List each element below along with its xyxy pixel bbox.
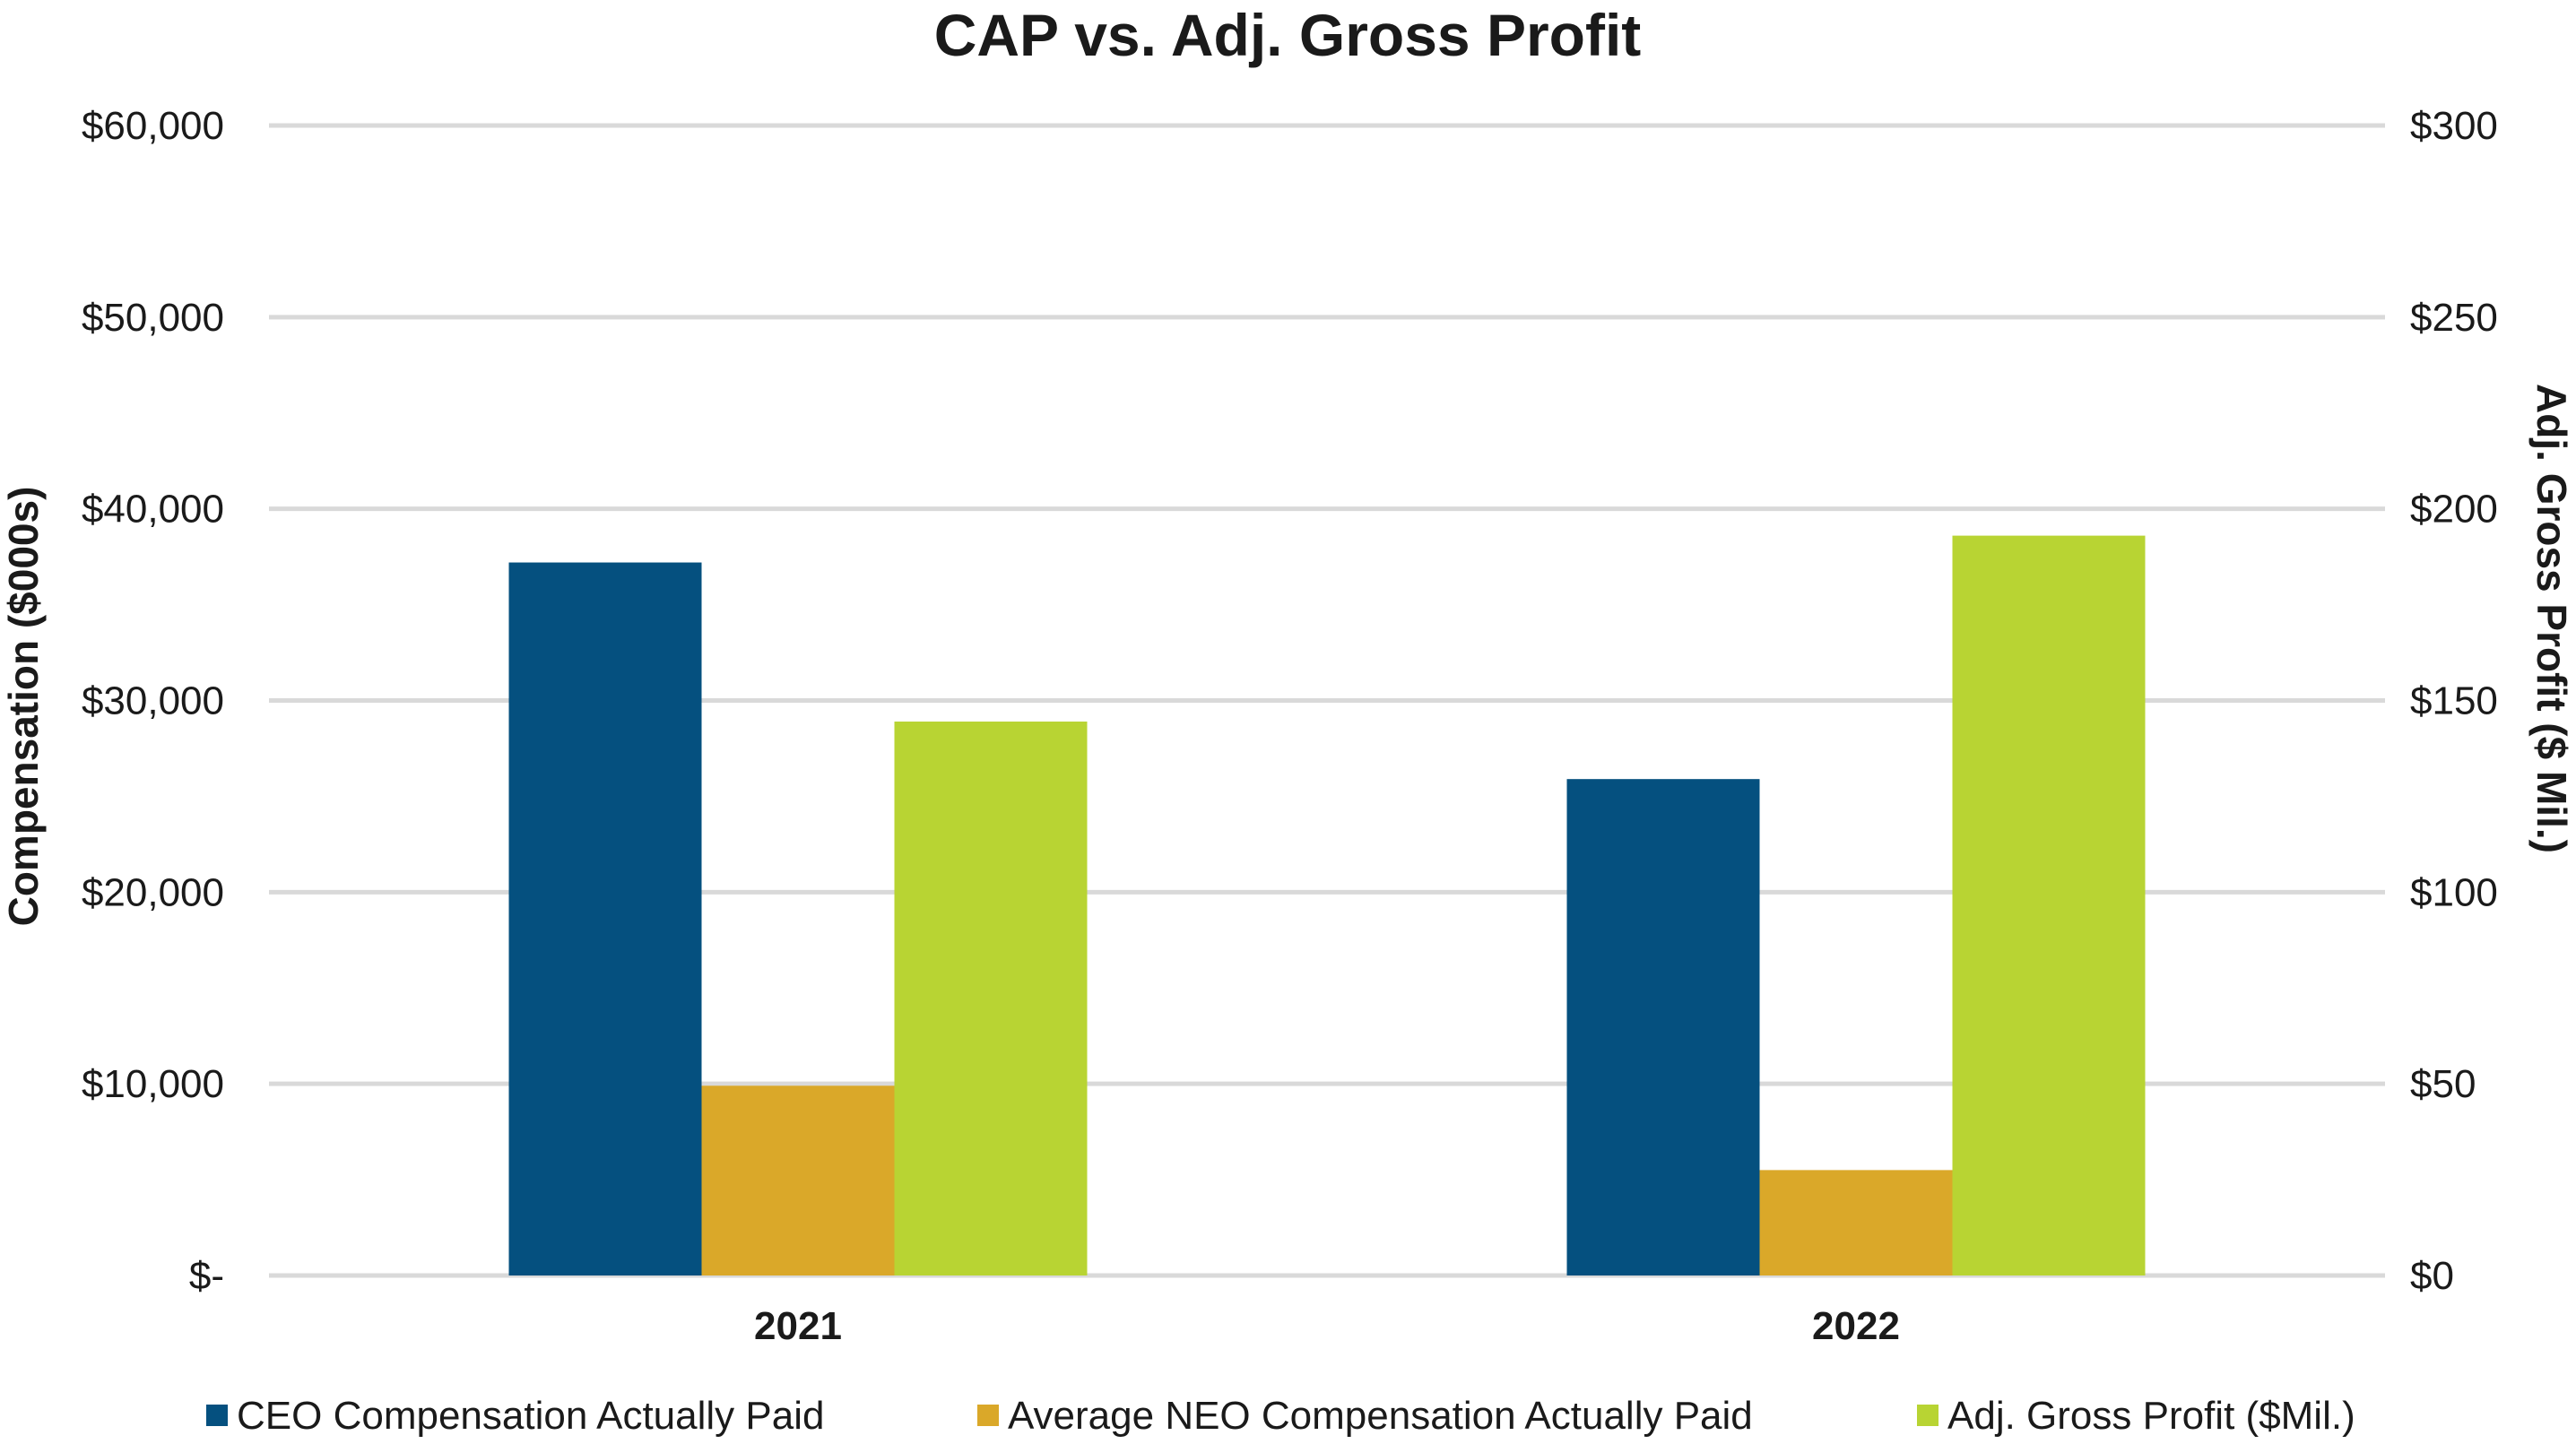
left-tick-label: $10,000 [82,1062,224,1106]
bars [508,535,2146,1275]
right-tick-label: $300 [2410,104,2498,148]
bar-2022-average-neo-compensation-actually-paid [1759,1170,1953,1275]
bar-2021-ceo-compensation-actually-paid [508,562,702,1275]
right-axis-title: Adj. Gross Profit ($ Mil.) [2528,384,2575,853]
right-tick-label: $150 [2410,679,2498,723]
left-tick-label: $30,000 [82,679,224,723]
right-tick-label: $50 [2410,1062,2476,1106]
right-tick-label: $0 [2410,1254,2454,1298]
bar-2022-ceo-compensation-actually-paid [1566,779,1760,1275]
left-tick-label: $- [189,1254,224,1298]
left-axis-title: Compensation ($000s) [0,487,47,927]
right-axis-ticks: $0 $50 $100 $150 $200 $250 $300 [2410,104,2498,1298]
category-label: 2022 [1812,1304,1900,1348]
left-tick-label: $60,000 [82,104,224,148]
legend-label: Adj. Gross Profit ($Mil.) [1947,1394,2355,1438]
chart-title: CAP vs. Adj. Gross Profit [934,2,1642,68]
legend-swatch [206,1405,228,1426]
bar-2021-adj-gross-profit-mil [894,722,1088,1275]
category-label: 2021 [754,1304,842,1348]
left-tick-label: $20,000 [82,870,224,914]
legend-label: CEO Compensation Actually Paid [237,1394,824,1438]
bar-2021-average-neo-compensation-actually-paid [701,1085,895,1275]
legend: CEO Compensation Actually Paid Average NE… [206,1394,2355,1438]
left-axis-ticks: $- $10,000 $20,000 $30,000 $40,000 $50,000 $60… [82,104,224,1298]
legend-swatch [977,1405,999,1426]
legend-swatch [1917,1405,1939,1426]
bar-2022-adj-gross-profit-mil [1952,535,2146,1275]
left-tick-label: $50,000 [82,296,224,340]
right-tick-label: $100 [2410,870,2498,914]
legend-label: Average NEO Compensation Actually Paid [1008,1394,1753,1438]
right-tick-label: $200 [2410,488,2498,532]
left-tick-label: $40,000 [82,488,224,532]
right-tick-label: $250 [2410,296,2498,340]
category-labels: 2021 2022 [754,1304,1900,1348]
